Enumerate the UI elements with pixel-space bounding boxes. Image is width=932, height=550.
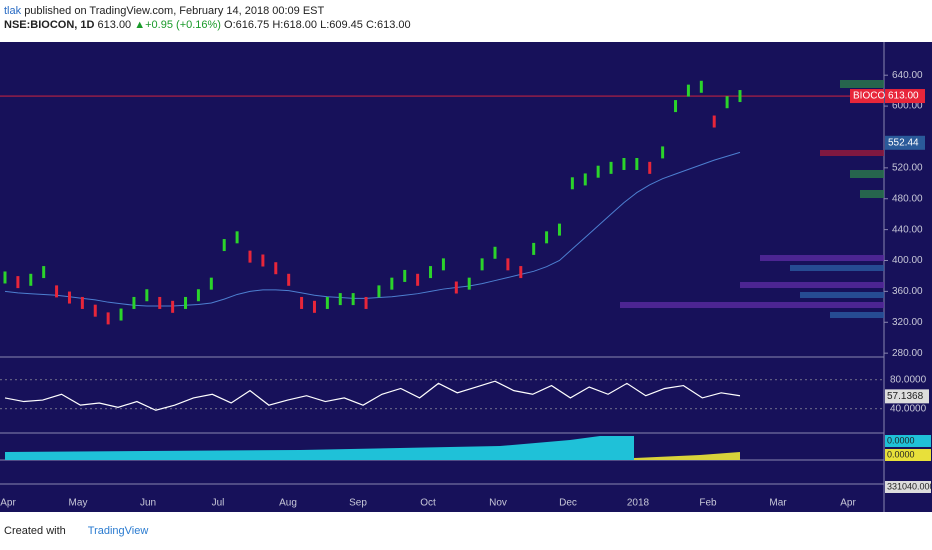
- x-tick-label: Apr: [0, 498, 16, 509]
- created: Created with: [4, 525, 66, 537]
- x-tick-label: Apr: [840, 498, 856, 509]
- panel-tag: [885, 449, 931, 461]
- symbol: NSE:BIOCON, 1D: [4, 19, 95, 31]
- y-tick-label: 80.0000: [890, 374, 927, 385]
- ma-line: [4, 151, 741, 307]
- volume-profile: [620, 80, 884, 318]
- y-tick-label: 320.00: [892, 317, 923, 328]
- x-tick-label: Oct: [420, 498, 436, 509]
- brand[interactable]: TradingView: [87, 525, 149, 537]
- panel-tag: [885, 435, 931, 447]
- price-tag: [850, 89, 884, 104]
- y-tick-label: 640.00: [892, 70, 923, 81]
- price-tag: [885, 89, 925, 104]
- footer: Created with TradingView: [4, 525, 148, 537]
- published: published on TradingView.com, February 1…: [24, 5, 325, 17]
- high: H:618.00: [272, 19, 318, 31]
- rsi-tag: [885, 389, 929, 404]
- panel-label: 0.0000: [887, 435, 915, 445]
- x-tick-label: Feb: [699, 498, 717, 509]
- y-tick-label: 400.00: [892, 255, 923, 266]
- x-tick-label: Mar: [769, 498, 787, 509]
- x-tick-label: Aug: [279, 498, 297, 509]
- y-tick-label: 360.00: [892, 286, 923, 297]
- x-tick-label: Sep: [349, 498, 367, 509]
- y-tick-label: 600.00: [892, 101, 923, 112]
- ma-tag-value: 552.44: [888, 137, 919, 148]
- y-tick-label: 40.0000: [890, 403, 927, 414]
- close: C:613.00: [365, 19, 411, 31]
- indicator-area: [634, 452, 740, 460]
- x-tick-label: Jul: [212, 498, 225, 509]
- x-tick-label: 2018: [627, 498, 650, 509]
- rsi-line: [4, 380, 741, 411]
- y-tick-label: 280.00: [892, 348, 923, 359]
- x-tick-label: Jun: [140, 498, 156, 509]
- y-tick-label: 520.00: [892, 162, 923, 173]
- open: O:616.75: [224, 19, 270, 31]
- y-tick-label: 480.00: [892, 193, 923, 204]
- x-tick-label: Dec: [559, 498, 577, 509]
- panel-label: 0.0000: [887, 449, 915, 459]
- ma-tag: [885, 135, 925, 150]
- x-tick-label: Nov: [489, 498, 507, 509]
- change: ▲+0.95 (+0.16%): [134, 19, 221, 31]
- header: tlak published on TradingView.com, Febru…: [4, 4, 411, 32]
- panel-label: 331040.0000: [887, 481, 932, 491]
- price: 613.00: [97, 19, 132, 31]
- indicator-area: [5, 436, 634, 460]
- rsi-tag-value: 57.1368: [887, 391, 924, 402]
- y-tick-label: 440.00: [892, 224, 923, 235]
- user[interactable]: tlak: [4, 5, 22, 17]
- x-tick-label: May: [69, 498, 88, 509]
- price-tag-value: 613.00: [888, 91, 919, 102]
- low: L:609.45: [320, 19, 363, 31]
- panel-tag: [885, 481, 931, 493]
- price-tag-name: BIOCON: [853, 91, 892, 102]
- chart-background: [0, 42, 932, 512]
